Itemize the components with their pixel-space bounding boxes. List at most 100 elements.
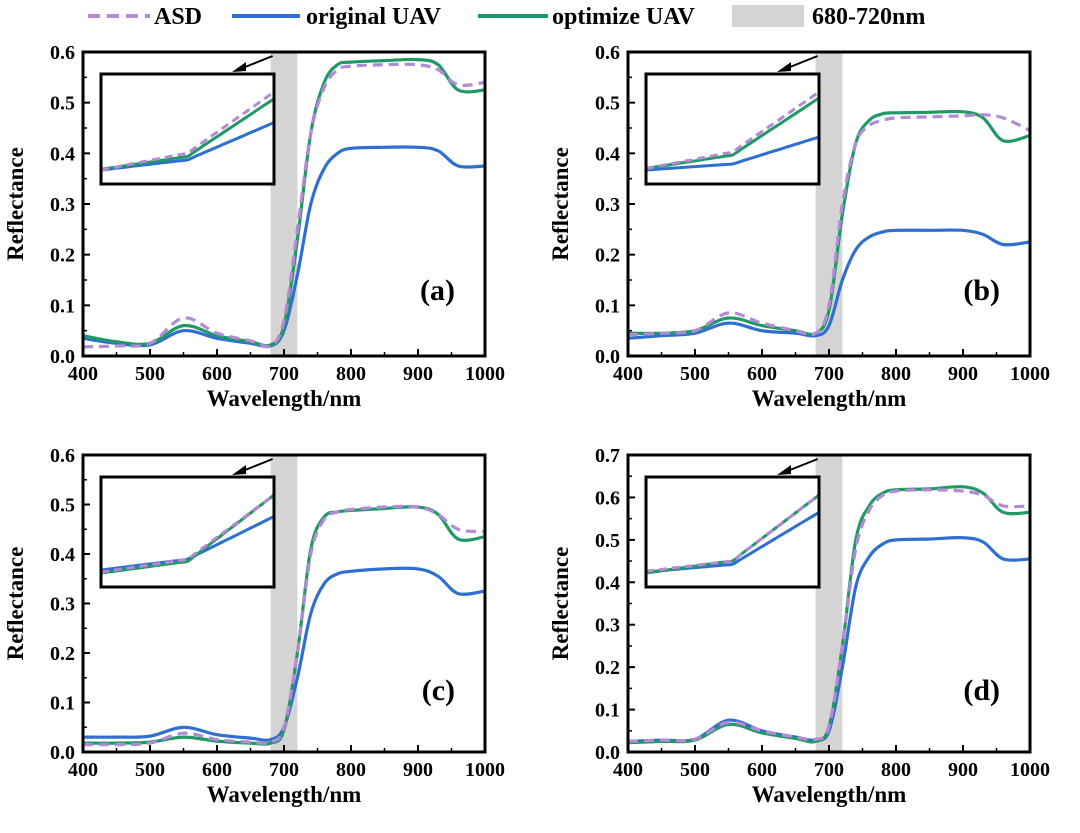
inset-zoom: [644, 55, 821, 186]
series-line-optimize: [628, 109, 1030, 337]
x-tick-label: 800: [881, 759, 911, 781]
x-tick-label: 400: [613, 363, 643, 385]
series-line-asd: [628, 488, 1030, 743]
x-tick-label: 900: [948, 363, 978, 385]
panel-c: 400 500 600 700 800 900 1000 0.0 0.1 0.2 0.3 0.4 0.5…: [3, 445, 505, 807]
x-tick-label: 600: [202, 363, 232, 385]
inset-series-line-original: [646, 511, 819, 574]
x-tick-label: 800: [336, 363, 366, 385]
inset-background: [101, 477, 274, 587]
y-tick-label: 0.3: [50, 594, 75, 616]
series-line-original: [83, 566, 485, 742]
panel-label: (c): [422, 674, 455, 707]
inset-frame: [644, 475, 821, 589]
panel-label: (d): [963, 674, 1000, 707]
x-tick-label: 400: [68, 363, 98, 385]
inset-series-line-optimize: [646, 493, 819, 575]
highlight-band: [270, 455, 298, 752]
x-tick-label: 1000: [465, 759, 505, 781]
inset-zoom: [99, 55, 276, 186]
series-group: [83, 57, 485, 349]
inset-series-line-asd: [101, 493, 274, 574]
inset-frame: [644, 72, 821, 186]
highlight-band: [815, 52, 843, 356]
y-axis-title: Reflectance: [548, 147, 573, 261]
axis-frame: [81, 453, 487, 754]
inset-background: [646, 477, 819, 587]
inset-arrow-shaft: [784, 458, 818, 473]
inset-arrow-head: [232, 62, 246, 72]
inset-frame: [99, 475, 276, 589]
inset-series-group: [101, 493, 274, 575]
x-axis-title: Wavelength/nm: [207, 386, 362, 411]
inset-arrow-shaft: [239, 458, 273, 473]
axis-frame: [626, 50, 1032, 358]
x-tick-label: 500: [680, 759, 710, 781]
y-axis-title: Reflectance: [3, 547, 28, 661]
y-tick-label: 0.6: [50, 445, 75, 467]
y-tick-label: 0.3: [595, 194, 620, 216]
x-tick-label: 1000: [465, 363, 505, 385]
axis-frame: [626, 453, 1032, 754]
y-tick-label: 0.3: [595, 615, 620, 637]
legend-label-band: 680-720nm: [812, 4, 925, 30]
y-tick-label: 0.4: [595, 572, 620, 594]
y-axis-title: Reflectance: [548, 547, 573, 661]
x-tick-label: 700: [269, 759, 299, 781]
y-tick-label: 0.2: [595, 657, 620, 679]
y-tick-label: 0.2: [50, 643, 75, 665]
y-axis-title: Reflectance: [3, 147, 28, 261]
inset-series-line-optimize: [101, 97, 274, 171]
legend-swatch-band: [732, 5, 804, 27]
x-tick-label: 500: [680, 363, 710, 385]
series-group: [628, 485, 1030, 745]
inset-background: [646, 74, 819, 184]
x-tick-label: 400: [68, 759, 98, 781]
series-line-optimize: [628, 485, 1030, 745]
panel-a: 400 500 600 700 800 900 1000 0.0 0.1 0.2 0.3 0.4 0.5…: [3, 42, 505, 411]
series-line-original: [83, 145, 485, 349]
x-tick-label: 1000: [1010, 759, 1050, 781]
series-group: [628, 109, 1030, 340]
inset-arrow-head: [777, 62, 791, 72]
y-tick-label: 0.5: [595, 93, 620, 115]
y-tick-label: 0.0: [50, 742, 75, 764]
y-tick-label: 0.0: [595, 742, 620, 764]
inset-arrow-shaft: [239, 55, 273, 70]
y-tick-label: 0.5: [50, 93, 75, 115]
series-line-original: [628, 536, 1030, 743]
panel-label: (a): [420, 274, 455, 307]
x-tick-label: 500: [135, 363, 165, 385]
y-tick-label: 0.6: [50, 42, 75, 64]
inset-series-group: [646, 493, 819, 575]
x-tick-label: 800: [336, 759, 366, 781]
legend: ASD original UAV optimize UAV 680-720nm: [88, 4, 925, 30]
x-tick-label: 700: [269, 363, 299, 385]
inset-series-line-asd: [101, 90, 274, 172]
inset-series-line-original: [101, 515, 274, 572]
y-tick-label: 0.1: [595, 295, 620, 317]
y-tick-label: 0.6: [595, 42, 620, 64]
x-tick-label: 900: [403, 759, 433, 781]
inset-series-line-optimize: [101, 493, 274, 575]
y-tick-label: 0.4: [595, 143, 620, 165]
inset-series-group: [646, 90, 819, 172]
y-tick-label: 0.1: [50, 295, 75, 317]
x-tick-label: 800: [881, 363, 911, 385]
panel-label: (b): [963, 274, 1000, 307]
inset-series-line-asd: [646, 493, 819, 573]
x-tick-label: 600: [747, 363, 777, 385]
inset-series-line-asd: [646, 90, 819, 170]
inset-series-line-original: [101, 121, 274, 172]
inset-arrow-head: [232, 465, 246, 475]
y-tick-label: 0.4: [50, 143, 75, 165]
x-tick-label: 700: [814, 363, 844, 385]
x-axis-title: Wavelength/nm: [207, 782, 362, 807]
series-line-optimize: [83, 505, 485, 746]
y-tick-label: 0.1: [50, 693, 75, 715]
series-line-optimize: [83, 57, 485, 348]
inset-arrow-head: [777, 465, 791, 475]
legend-label-optimize: optimize UAV: [552, 4, 696, 30]
legend-label-original: original UAV: [306, 4, 442, 30]
